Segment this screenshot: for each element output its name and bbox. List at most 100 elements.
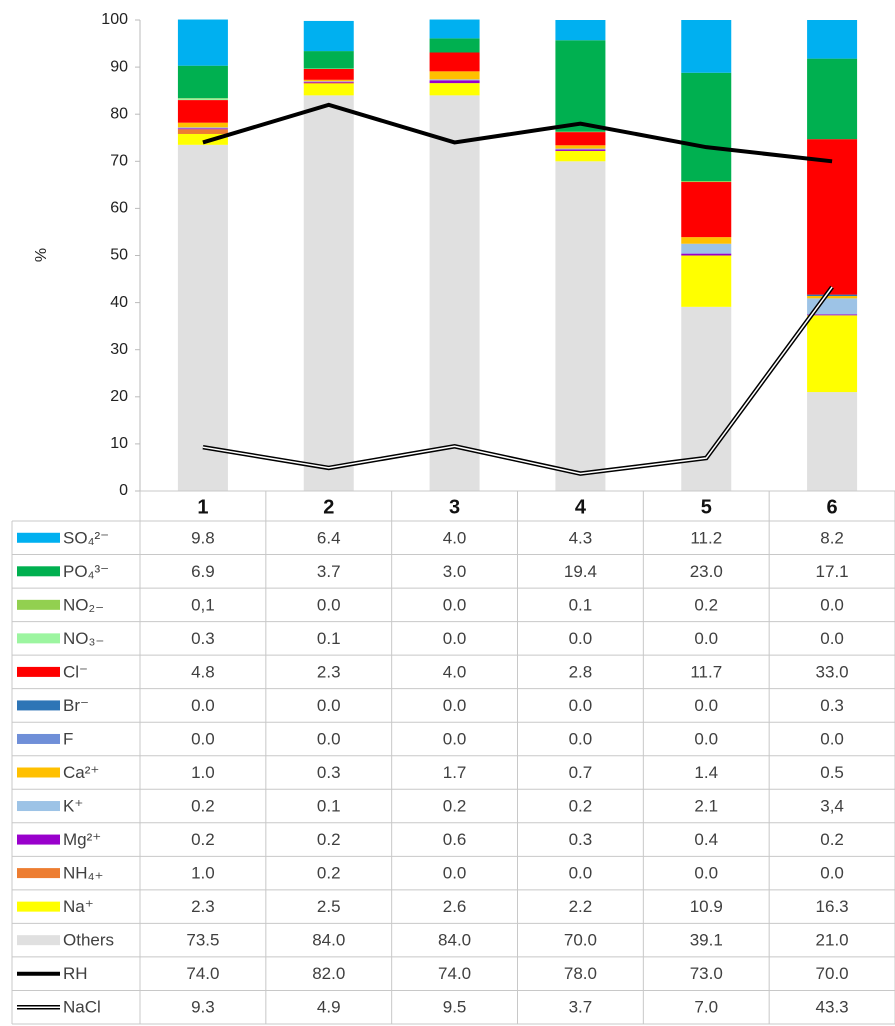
bar-segment — [177, 133, 228, 145]
table-value: 0.1 — [317, 629, 341, 648]
table-value: 0.0 — [443, 696, 467, 715]
legend-label: Cl⁻ — [63, 662, 88, 681]
legend-swatch — [17, 666, 60, 677]
table-value: 0.0 — [191, 729, 215, 748]
table-value: 3.7 — [317, 562, 341, 581]
table-value: 3.0 — [443, 562, 467, 581]
bar-segment — [681, 181, 732, 183]
table-value: 0.1 — [317, 797, 341, 816]
table-value: 2.3 — [317, 662, 341, 681]
table-value: 0.5 — [820, 763, 844, 782]
bar-segment — [177, 98, 228, 101]
table-value: 9.5 — [443, 998, 467, 1017]
table-value: 19.4 — [564, 562, 597, 581]
x-tick-label: 3 — [449, 496, 460, 518]
table-value: 2.1 — [694, 797, 718, 816]
table-value: 0.6 — [443, 830, 467, 849]
table-value: 0.0 — [694, 696, 718, 715]
legend-label: F — [63, 729, 73, 748]
table-value: 6.9 — [191, 562, 215, 581]
line-series — [202, 285, 834, 476]
bar-segment — [177, 122, 228, 128]
table-value: 3.7 — [569, 998, 593, 1017]
bar-segment — [303, 95, 354, 492]
legend-label: NaCl — [63, 998, 101, 1017]
bar-segment — [807, 392, 858, 491]
y-tick-label: 90 — [110, 58, 128, 75]
table-value: 2.2 — [569, 897, 593, 916]
legend-label: Na⁺ — [63, 897, 94, 916]
line-series-inner — [202, 286, 833, 475]
legend-label: NO₃₋ — [63, 629, 104, 648]
table-value: 0.4 — [694, 830, 718, 849]
table-value: 0.2 — [569, 797, 593, 816]
table-value: 0.2 — [694, 595, 718, 614]
table-value: 0.0 — [569, 629, 593, 648]
table-value: 82.0 — [312, 964, 345, 983]
table-value: 0.3 — [569, 830, 593, 849]
bar-segment — [429, 19, 480, 39]
table-value: 0.0 — [317, 729, 341, 748]
table-value: 0.0 — [694, 629, 718, 648]
bar-segment — [177, 65, 228, 99]
bar-segment — [429, 80, 480, 84]
table-value: 0.0 — [569, 729, 593, 748]
bar-segment — [681, 72, 732, 182]
y-tick-label: 40 — [110, 294, 128, 311]
table-value: 9.8 — [191, 528, 215, 547]
legend-swatch — [17, 566, 60, 577]
table-value: 1.7 — [443, 763, 467, 782]
bar-segment — [555, 145, 606, 149]
bar-segment — [555, 20, 606, 41]
bar-segment — [303, 51, 354, 69]
bar-segment — [681, 243, 732, 254]
legend-label: RH — [63, 964, 88, 983]
y-tick-label: 100 — [101, 11, 128, 28]
table-value: 0.0 — [317, 696, 341, 715]
x-tick-label: 1 — [197, 496, 208, 518]
table-value: 23.0 — [690, 562, 723, 581]
table-value: 0.2 — [191, 797, 215, 816]
legend-swatch — [17, 633, 60, 644]
legend-label: PO₄³⁻ — [63, 562, 109, 581]
bar-segment — [555, 132, 606, 146]
bar-segment — [429, 83, 480, 96]
bar-segment — [807, 296, 858, 299]
y-tick-label: 20 — [110, 388, 128, 405]
table-value: 4.3 — [569, 528, 593, 547]
table-value: 43.3 — [816, 998, 849, 1017]
legend-swatch — [17, 700, 60, 711]
table-value: 1.0 — [191, 763, 215, 782]
table-value: 0.0 — [443, 629, 467, 648]
table-value: 74.0 — [186, 964, 219, 983]
table-value: 0.0 — [569, 696, 593, 715]
table-value: 78.0 — [564, 964, 597, 983]
table-value: 0.2 — [820, 830, 844, 849]
x-tick-label: 4 — [575, 496, 587, 518]
legend-label: Ca²⁺ — [63, 763, 99, 782]
table-value: 0.0 — [694, 729, 718, 748]
table-value: 0.3 — [191, 629, 215, 648]
table-value: 0.0 — [820, 595, 844, 614]
table-value: 0.7 — [569, 763, 593, 782]
table-value: 0.1 — [569, 595, 593, 614]
bar-segment — [681, 255, 732, 307]
legend-label: SO₄²⁻ — [63, 528, 109, 547]
legend-label: K⁺ — [63, 797, 83, 816]
bar-segment — [555, 150, 606, 162]
table-value: 70.0 — [564, 931, 597, 950]
table-value: 0.0 — [443, 729, 467, 748]
bar-segment — [429, 38, 480, 53]
table-value: 10.9 — [690, 897, 723, 916]
bar-segment — [555, 161, 606, 492]
table-value: 2.3 — [191, 897, 215, 916]
x-tick-label: 2 — [323, 496, 334, 518]
legend-swatch — [17, 935, 60, 946]
legend-swatch — [17, 834, 60, 845]
table-value: 0.0 — [820, 629, 844, 648]
y-tick-label: 30 — [110, 341, 128, 358]
table-value: 0.3 — [820, 696, 844, 715]
table-value: 0.2 — [317, 830, 341, 849]
bar-segment — [807, 294, 858, 297]
